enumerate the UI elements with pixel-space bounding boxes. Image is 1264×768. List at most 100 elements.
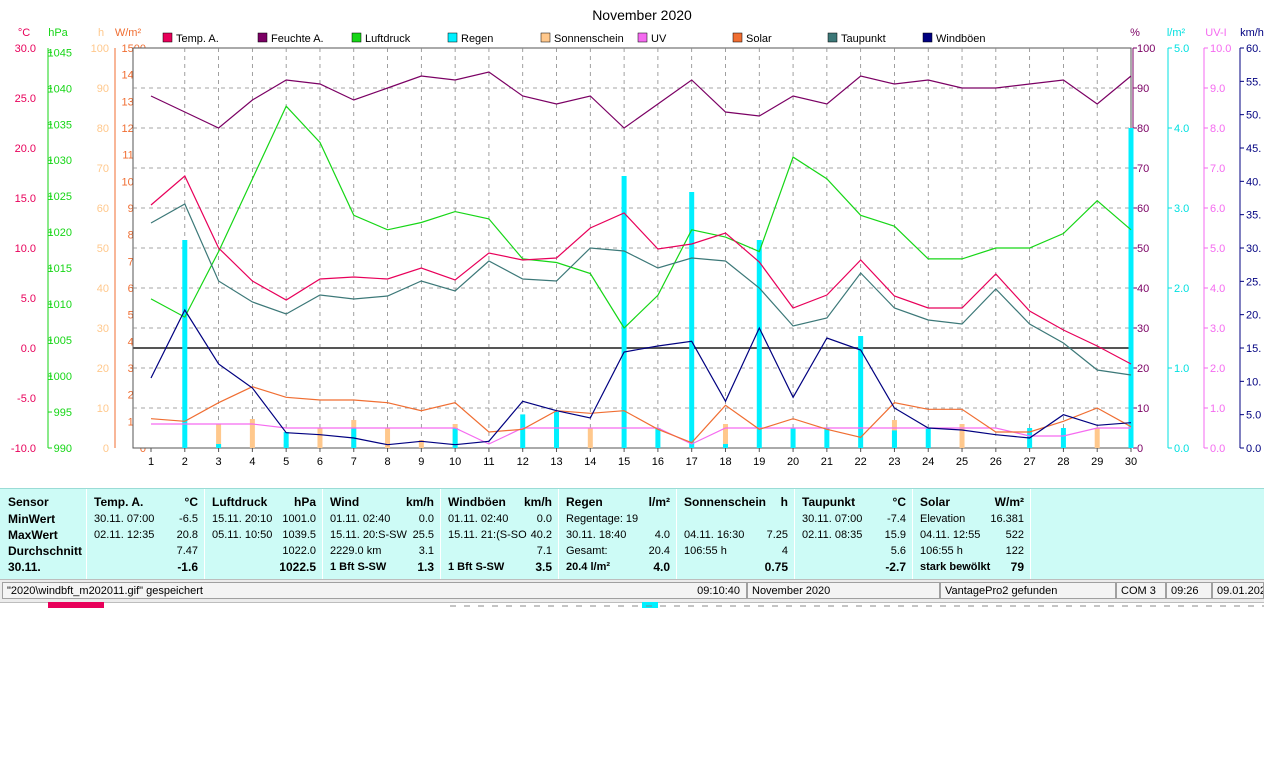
uv-axis-tick-label: 3.0 [1210,323,1225,335]
pressure-tick-label: 1035 [48,119,72,131]
statistics-panel: Sensor MinWert MaxWert Durchschnitt 30.1… [0,488,1264,579]
wind-axis-tick-label: 0.0 [1246,443,1261,455]
stats-gust-row-label: 15.11. 21:(S-SO [448,529,527,541]
stats-gust-column: Windböen km/h 01.11. 02:40 0.0 15.11. 21:(S-… [440,489,558,579]
legend-label: Temp. A. [176,33,219,45]
status-port: COM 3 [1116,582,1166,599]
sun-tick-label: 100 [91,43,109,55]
humidity-axis-tick-label: 30 [1137,323,1149,335]
stats-rain-row-value: 20.4 [648,545,670,557]
wind-axis-tick-label: 55. [1246,76,1261,88]
stats-sun-row-label: 106:55 h [684,545,727,557]
stats-dew-row-value: -2.7 [885,560,906,574]
status-bar: "2020\windbft_m202011.gif" gespeichert 09… [0,579,1264,603]
wind-axis-tick-label: 10. [1246,376,1261,388]
x-tick-label: 2 [182,456,188,468]
x-tick-label: 3 [216,456,222,468]
stats-rain-row-label: 20.4 l/m² [566,561,611,573]
stats-temp-row-value: 20.8 [176,529,198,541]
wind-axis-tick-label: 60. [1246,43,1261,55]
uv-axis-tick-label: 1.0 [1210,403,1225,415]
temp-tick-label: 5.0 [21,293,36,305]
stats-sun-header: Sonnenschein [684,495,767,509]
wind-axis-tick-label: 30. [1246,243,1261,255]
x-tick-label: 5 [283,456,289,468]
stats-solar-row-label: stark bewölkt [920,561,991,573]
x-tick-label: 8 [384,456,390,468]
stats-solar-unit: W/m² [994,495,1024,509]
stats-sun-row-value: 7.25 [766,529,788,541]
stats-dew-header: Taupunkt [802,495,856,509]
pressure-tick-label: 1020 [48,227,72,239]
fragment-mark [642,602,658,608]
stats-gust-row-value: 40.2 [530,529,552,541]
x-tick-label: 29 [1091,456,1103,468]
stats-separator [794,489,795,579]
sunshine-bar [317,428,323,448]
solar-axis-unit: W/m² [115,27,142,39]
legend-swatch [162,32,173,43]
series-line-solar [150,386,1132,444]
stats-solar-row-value: 79 [1010,560,1024,574]
sunshine-bar [1094,428,1100,448]
wind-axis-tick-label: 50. [1246,110,1261,122]
underlying-graph-fragment [48,602,1264,608]
stats-rain-row-value: 4.0 [653,560,670,574]
stats-pressure-row-value: 1022.0 [282,545,316,557]
weather-chart: November 2020 Temp. A. Feuchte A. Luftdruc… [11,7,1264,468]
pressure-tick-label: 1000 [48,371,72,383]
uv-axis-tick-label: 4.0 [1210,283,1225,295]
stats-pressure-row-value: 1022.5 [279,560,316,574]
legend-swatch [732,32,743,43]
stats-solar-column: Solar W/m² Elevation 16.381 04.11. 12:55 522 1… [912,489,1030,579]
stats-rain-row-label: Regentage: 19 [566,513,639,525]
rain-bar [182,240,188,448]
uv-axis-tick-label: 5.0 [1210,243,1225,255]
stats-gust-row-label: 1 Bft S-SW [448,561,505,573]
stats-gust-row-value: 7.1 [536,545,552,557]
rain-bar [621,176,627,448]
legend-label: Luftdruck [365,33,411,45]
stats-wind-row-label: 01.11. 02:40 [330,513,391,525]
temp-tick-label: 15.0 [15,193,36,205]
sun-tick-label: 60 [97,203,109,215]
sunshine-bar [959,424,965,448]
status-clock: 09:26 [1166,582,1212,599]
sunshine-bar [249,419,255,448]
stats-rain-unit: l/m² [648,495,670,509]
x-tick-label: 13 [550,456,562,468]
pressure-axis-unit: hPa [48,27,68,39]
rain-bar [283,432,289,448]
stats-wind-header: Wind [330,495,360,509]
stats-pressure-unit: hPa [293,495,316,509]
sun-tick-label: 20 [97,363,109,375]
stats-temp-unit: °C [184,495,198,509]
stats-dew-unit: °C [892,495,906,509]
sun-tick-label: 50 [97,243,109,255]
wind-axis-unit: km/h [1240,27,1264,39]
rain-bar [858,336,864,448]
stats-separator [676,489,677,579]
legend-label: Feuchte A. [271,33,324,45]
x-tick-label: 19 [753,456,765,468]
x-tick-label: 11 [483,456,494,468]
stats-wind-row-value: 0.0 [418,513,434,525]
uv-axis-tick-label: 2.0 [1210,363,1225,375]
stats-temp-row-value: -6.5 [179,513,198,525]
legend-label: Windböen [936,33,986,45]
stats-rain-row-label: 30.11. 18:40 [566,529,627,541]
x-tick-label: 22 [855,456,867,468]
left-axes: °C 30.0 25.0 20.0 15.0 10.0 5.0 0.0 -5.0 -10.0 hPa… [11,27,146,455]
stats-wind-row-label: 15.11. 20:S-SW [330,529,407,541]
x-tick-label: 7 [351,456,357,468]
stats-wind-column: Wind km/h 01.11. 02:40 0.0 15.11. 20:S-SW 25.… [322,489,440,579]
rain-bar [722,444,728,448]
uv-axis-tick-label: 9.0 [1210,83,1225,95]
sunshine-bar [418,440,424,448]
stats-wind-row-label: 2229.0 km [330,545,382,557]
x-tick-label: 6 [317,456,323,468]
stats-wind-row-value: 1.3 [417,560,434,574]
humidity-axis-tick-label: 90 [1137,83,1149,95]
x-tick-label: 20 [787,456,799,468]
rain-bar [824,428,830,448]
